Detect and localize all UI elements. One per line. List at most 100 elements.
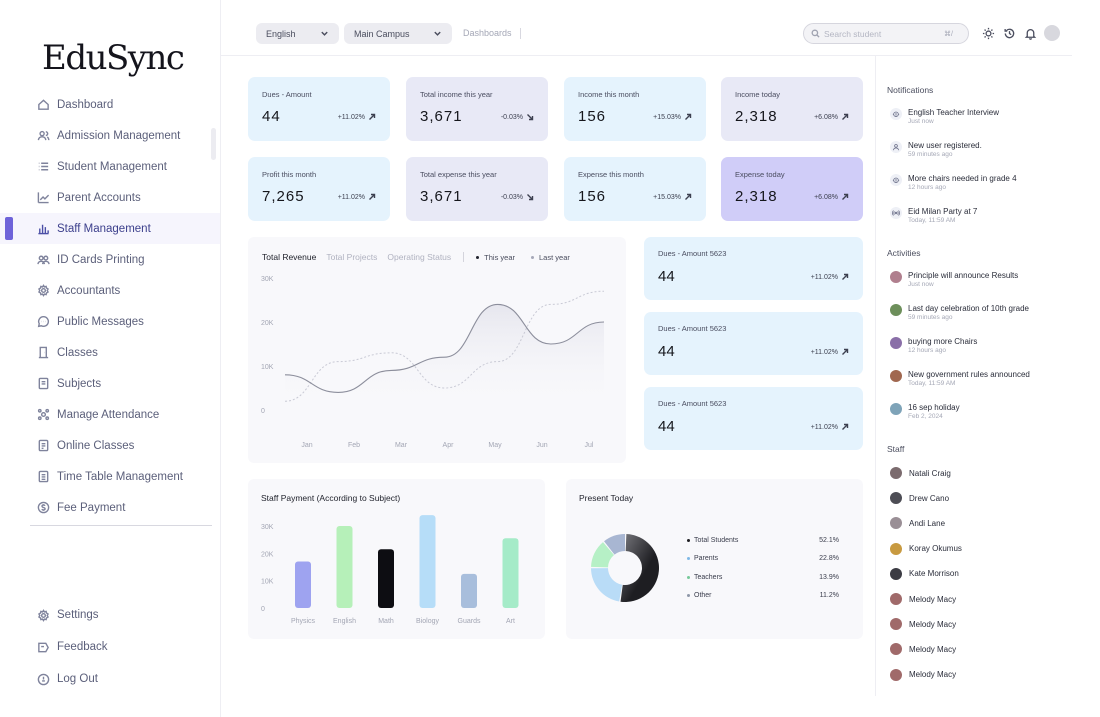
activity-item[interactable]: buying more Chairs 12 hours ago [890,336,1070,366]
search-input[interactable] [824,28,944,39]
sidebar-scrollbar[interactable] [211,128,216,160]
staff-item[interactable]: Natali Craig [890,465,951,481]
sidebar-item-manage-attendance[interactable]: Manage Attendance [0,399,220,430]
dues-card[interactable]: Dues - Amount 5623 44 +11.02% [644,387,863,450]
stat-delta-value: +6.08% [814,113,838,121]
activity-item[interactable]: Last day celebration of 10th grade 59 mi… [890,303,1070,333]
sidebar-item-time-table-management[interactable]: Time Table Management [0,461,220,492]
dues-card[interactable]: Dues - Amount 5623 44 +11.02% [644,237,863,300]
staff-item[interactable]: Andi Lane [890,515,945,531]
activity-time: Just now [908,281,934,288]
sidebar-item-student-management[interactable]: Student Management [0,151,220,182]
bar-art[interactable] [502,538,519,608]
sidebar-item-online-classes[interactable]: Online Classes [0,430,220,461]
staff-name: Natali Craig [909,468,951,478]
notification-item[interactable]: New user registered. 59 minutes ago [890,140,1070,170]
group-icon [36,253,50,267]
sidebar-item-settings[interactable]: Settings [0,599,220,631]
trend-up-icon [369,113,376,120]
sidebar-item-admission-management[interactable]: Admission Management [0,120,220,151]
staff-item[interactable]: Kate Morrison [890,566,959,582]
sidebar-item-label: Online Classes [57,439,135,452]
breadcrumb[interactable]: Dashboards [463,28,512,38]
history-button[interactable] [1003,27,1016,40]
stat-card-income-this-month[interactable]: Income this month 156 +15.03% [564,77,706,141]
stat-card-expense-today[interactable]: Expense today 2,318 +6.08% [721,157,863,221]
slice-other[interactable] [604,534,625,555]
sidebar-item-classes[interactable]: Classes [0,337,220,368]
sidebar-item-log-out[interactable]: Log Out [0,663,220,695]
tab-total-projects[interactable]: Total Projects [326,252,378,262]
top-bar: English Main Campus Dashboards ⌘/ [221,0,1072,56]
sidebar-item-accountants[interactable]: Accountants [0,275,220,306]
campus-select[interactable]: Main Campus [344,23,452,44]
avatar [890,370,902,382]
stat-card-total-income-this-year[interactable]: Total income this year 3,671 -0.03% [406,77,548,141]
x-tick-label: Art [506,618,515,625]
bar-biology[interactable] [419,515,436,608]
staff-item[interactable]: Melody Macy [890,667,956,683]
sidebar-item-staff-management[interactable]: Staff Management [0,213,220,244]
legend-item-teachers: Teachers 13.9% [687,574,839,581]
dues-value: 44 [658,343,675,360]
y-tick-label: 0 [261,408,265,415]
notification-item[interactable]: English Teacher Interview Just now [890,107,1070,137]
tab-operating-status[interactable]: Operating Status [387,252,452,262]
language-select[interactable]: English [256,23,339,44]
sidebar-item-dashboard[interactable]: Dashboard [0,89,220,120]
stat-delta: -0.03% [501,193,534,201]
sidebar-item-public-messages[interactable]: Public Messages [0,306,220,337]
notification-item[interactable]: Eid Milan Party at 7 Today, 11:59 AM [890,206,1070,236]
y-tick-label: 20K [261,551,274,558]
stat-card-expense-this-month[interactable]: Expense this month 156 +15.03% [564,157,706,221]
sidebar-item-subjects[interactable]: Subjects [0,368,220,399]
notifications-button[interactable] [1024,27,1037,40]
bar-guards[interactable] [461,573,477,608]
sidebar-item-id-cards-printing[interactable]: ID Cards Printing [0,244,220,275]
bar-chart-icon [36,222,50,236]
theme-toggle-button[interactable] [982,27,995,40]
user-avatar[interactable] [1044,25,1060,41]
gear-icon [36,284,50,298]
activity-item[interactable]: 16 sep holiday Feb 2, 2024 [890,402,1070,432]
stat-label: Income today [735,90,781,99]
bar-math[interactable] [378,549,394,608]
sidebar-item-fee-payment[interactable]: Fee Payment [0,492,220,523]
activity-item[interactable]: Principle will announce Results Just now [890,270,1070,300]
series-area-this-year [285,304,604,410]
legend-last-year: Last year [531,253,570,262]
notification-item[interactable]: More chairs needed in grade 4 12 hours a… [890,173,1070,203]
stat-label: Dues - Amount [262,90,312,99]
staff-item[interactable]: Melody Macy [890,591,956,607]
stat-card-total-expense-this-year[interactable]: Total expense this year 3,671 -0.03% [406,157,548,221]
user-icon [890,141,902,153]
staff-item[interactable]: Melody Macy [890,641,956,657]
legend-item-parents: Parents 22.8% [687,555,839,562]
staff-item[interactable]: Drew Cano [890,490,949,506]
stat-card-dues-amount[interactable]: Dues - Amount 44 +11.02% [248,77,390,141]
stat-card-profit-this-month[interactable]: Profit this month 7,265 +11.02% [248,157,390,221]
notification-text: More chairs needed in grade 4 [908,174,1017,183]
staff-item[interactable]: Melody Macy [890,616,956,632]
sidebar-item-parent-accounts[interactable]: Parent Accounts [0,182,220,213]
stat-label: Total income this year [420,90,493,99]
tab-total-revenue[interactable]: Total Revenue [262,252,317,262]
stat-delta-value: +15.03% [653,113,681,121]
activity-item[interactable]: New government rules announced Today, 11… [890,369,1070,399]
slice-parents[interactable] [591,568,623,602]
x-tick-label: Mar [395,442,408,449]
stat-delta-value: +15.03% [653,193,681,201]
stat-label: Total expense this year [420,170,497,179]
staff-item[interactable]: Koray Okumus [890,541,962,557]
sidebar-item-feedback[interactable]: Feedback [0,631,220,663]
dues-delta: +11.02% [811,423,849,431]
dues-label: Dues - Amount 5623 [658,324,727,333]
slice-teachers[interactable] [591,542,615,568]
avatar [890,668,902,681]
legend-percent: 13.9% [819,573,839,581]
bar-english[interactable] [336,526,353,608]
slice-total-students[interactable] [620,534,659,602]
dues-card[interactable]: Dues - Amount 5623 44 +11.02% [644,312,863,375]
stat-card-income-today[interactable]: Income today 2,318 +6.08% [721,77,863,141]
bar-physics[interactable] [295,561,311,608]
